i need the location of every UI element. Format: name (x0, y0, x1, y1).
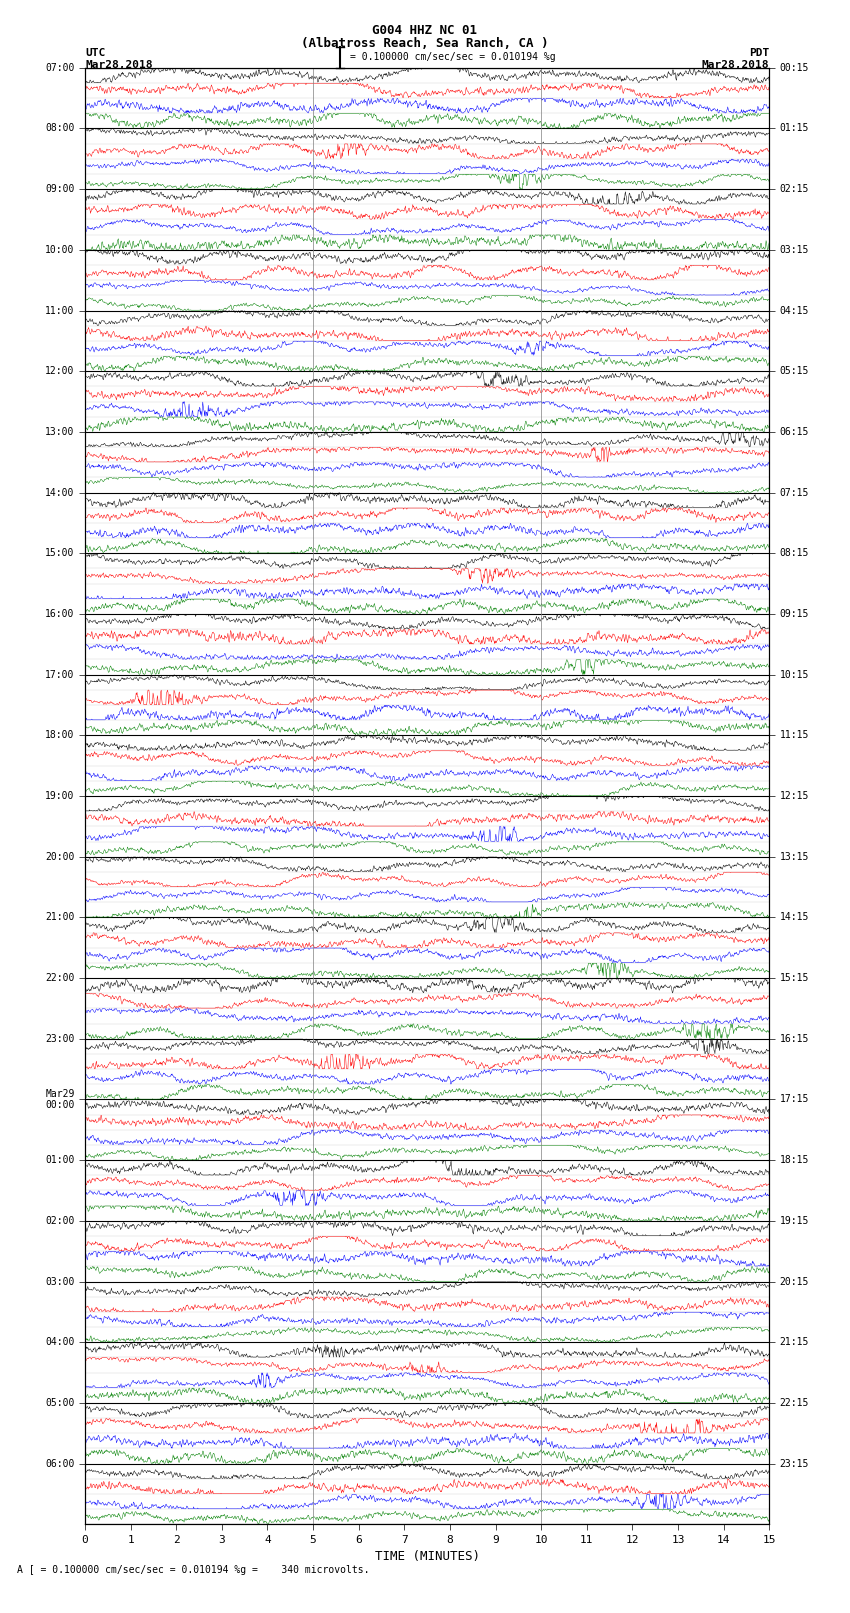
Text: Mar28,2018: Mar28,2018 (702, 60, 769, 69)
Text: A [ = 0.100000 cm/sec/sec = 0.010194 %g =    340 microvolts.: A [ = 0.100000 cm/sec/sec = 0.010194 %g … (17, 1565, 370, 1574)
Text: (Albatross Reach, Sea Ranch, CA ): (Albatross Reach, Sea Ranch, CA ) (301, 37, 549, 50)
Text: PDT: PDT (749, 48, 769, 58)
Text: Mar28,2018: Mar28,2018 (85, 60, 152, 69)
Text: = 0.100000 cm/sec/sec = 0.010194 %g: = 0.100000 cm/sec/sec = 0.010194 %g (350, 52, 556, 63)
Text: G004 HHZ NC 01: G004 HHZ NC 01 (372, 24, 478, 37)
Text: UTC: UTC (85, 48, 105, 58)
X-axis label: TIME (MINUTES): TIME (MINUTES) (375, 1550, 479, 1563)
